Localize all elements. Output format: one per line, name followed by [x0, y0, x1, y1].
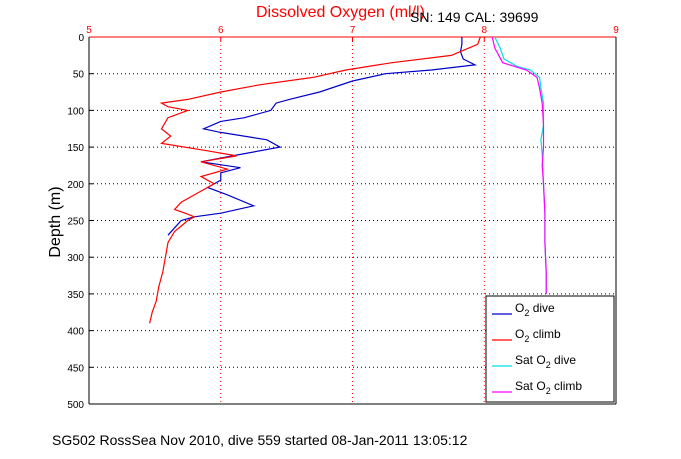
legend-label: Sat O2 dive — [515, 353, 576, 370]
series-line-2 — [149, 36, 481, 324]
y-tick-label: 150 — [67, 143, 84, 154]
plot-area: 5 6 7 8 9 0 50 100 150 200 250 300 350 400 450 500 — [67, 25, 619, 411]
y-tick-label: 200 — [67, 180, 84, 191]
x-tick-label: 9 — [613, 25, 619, 36]
y-tick-label: 300 — [67, 253, 84, 264]
legend-label: Sat O2 climb — [515, 379, 582, 396]
x-tick-label: 8 — [481, 25, 487, 36]
y-tick-label: 50 — [73, 70, 85, 81]
y-tick-label: 0 — [78, 33, 84, 44]
dive-caption: SG502 RossSea Nov 2010, dive 559 started… — [52, 432, 468, 448]
x-tick-label: 7 — [350, 25, 356, 36]
series-line-1 — [167, 37, 478, 236]
serial-info: SN: 149 CAL: 39699 — [410, 9, 539, 25]
y-tick-label: 350 — [67, 290, 84, 301]
y-tick-label: 450 — [67, 363, 84, 374]
y-tick-label: 250 — [67, 217, 84, 228]
chart-title: Dissolved Oxygen (ml/l) — [256, 4, 425, 21]
x-tick-label: 6 — [218, 25, 224, 36]
series-line-4 — [491, 36, 547, 294]
y-axis-label: Depth (m) — [47, 186, 64, 258]
y-tick-label: 400 — [67, 327, 84, 338]
x-tick-label: 5 — [86, 25, 92, 36]
y-tick-label: 100 — [67, 106, 84, 117]
y-tick-label: 500 — [67, 400, 84, 411]
